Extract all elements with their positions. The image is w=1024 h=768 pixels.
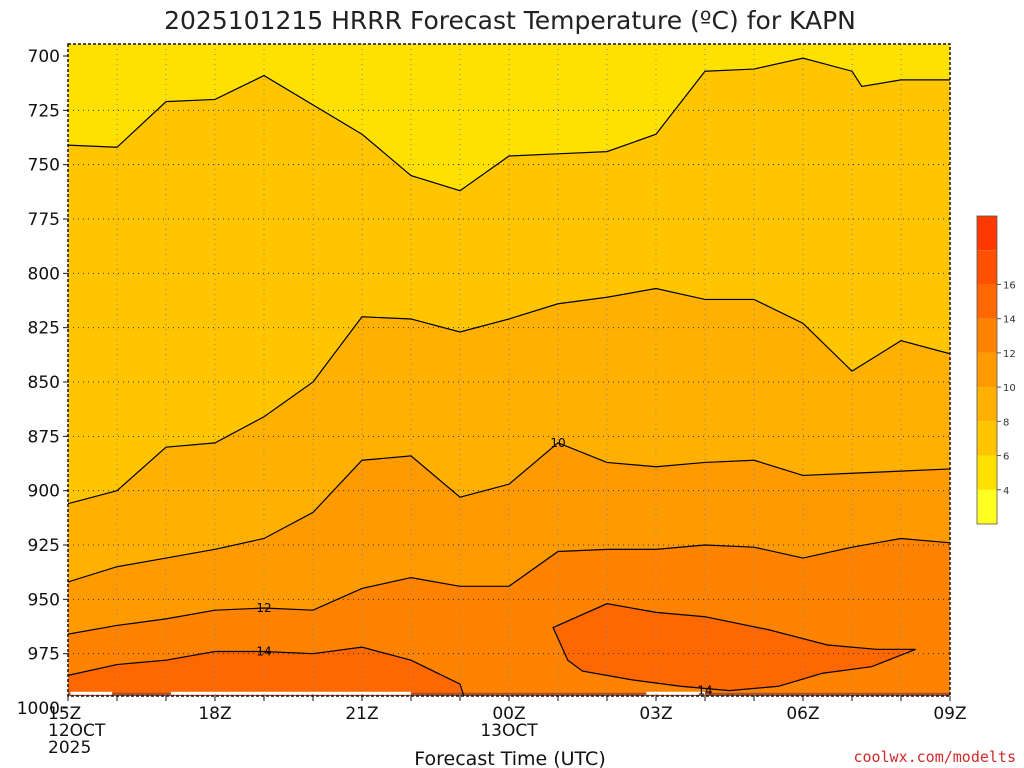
colorbar-tick-label: 14 [1003, 315, 1016, 326]
x-tick-label: 00Z [492, 704, 525, 724]
colorbar-tick-label: 8 [1003, 417, 1009, 428]
colorbar-swatch [977, 318, 997, 353]
y-tick-label: 925 [28, 536, 60, 556]
y-tick-label: 800 [28, 264, 60, 284]
colorbar-swatch [977, 250, 997, 285]
colorbar-swatch [977, 284, 997, 319]
colorbar-tick-label: 16 [1003, 280, 1016, 291]
colorbar-swatch [977, 421, 997, 456]
y-tick-label: 775 [28, 210, 60, 230]
colorbar-swatch [977, 455, 997, 490]
colorbar-tick-label: 6 [1003, 452, 1009, 463]
x-tick-label: 18Z [198, 704, 231, 724]
colorbar-swatch [977, 352, 997, 388]
credit-text: coolwx.com/modelts [853, 748, 1016, 766]
y-tick-label: 875 [28, 427, 60, 447]
colorbar-swatch [977, 387, 997, 422]
y-tick-label: 975 [28, 645, 60, 665]
contour-label-10: 10 [550, 436, 565, 450]
x-tick-label: 06Z [786, 704, 819, 724]
contour-lines [68, 57, 950, 696]
x-tick-label: 13OCT [480, 721, 538, 741]
grid-lines [68, 44, 950, 696]
y-tick-label: 825 [28, 319, 60, 339]
x-tick-label: 09Z [933, 704, 966, 724]
colorbar-tick-label: 12 [1003, 349, 1016, 360]
colorbar-swatch [977, 489, 997, 524]
colorbar-tick-label: 4 [1003, 486, 1009, 497]
band-14-16-left [68, 647, 465, 696]
contour-line-12 [68, 537, 950, 635]
x-tick-label: 03Z [639, 704, 672, 724]
x-axis-label: Forecast Time (UTC) [414, 748, 605, 768]
colorbar: 4 6 8 10 12 14 16 [976, 215, 1016, 525]
x-tick-label: 2025 [48, 738, 91, 758]
surface-marker [170, 691, 411, 695]
colorbar-tick-label: 10 [1003, 383, 1016, 394]
contour-line-6 [68, 57, 950, 192]
y-tick-label: 700 [28, 47, 60, 67]
band-14-16-right [553, 603, 916, 691]
y-tick-label: 850 [28, 373, 60, 393]
contour-line-14 [552, 603, 916, 692]
y-tick-label: 900 [28, 482, 60, 502]
contour-labels: 10 12 14 14 [256, 436, 712, 698]
colorbar-swatch [977, 216, 997, 251]
contour-label-14: 14 [697, 684, 712, 698]
x-tick-label: 15Z [48, 704, 81, 724]
y-tick-label: 750 [28, 156, 60, 176]
y-tick-label: 1000 [17, 699, 60, 719]
contour-label-14: 14 [256, 644, 271, 658]
surface-marker [70, 691, 113, 695]
contour-label-12: 12 [256, 601, 271, 615]
chart-title: 2025101215 HRRR Forecast Temperature (ºC… [164, 6, 856, 35]
surface-marker [646, 691, 705, 695]
y-tick-label: 950 [28, 590, 60, 610]
contour-line-8 [68, 287, 950, 505]
contour-plot-area [68, 44, 950, 696]
contour-line-10 [68, 442, 950, 583]
y-axis: 700 725 750 775 800 825 850 875 900 925 950 975 1000 [17, 47, 68, 719]
x-tick-label: 12OCT [48, 721, 106, 741]
x-tick-label: 21Z [345, 704, 378, 724]
contour-line-14 [68, 646, 465, 696]
y-tick-label: 725 [28, 101, 60, 121]
colorbar-frame [976, 215, 998, 525]
cold-pocket-fill [327, 44, 715, 170]
